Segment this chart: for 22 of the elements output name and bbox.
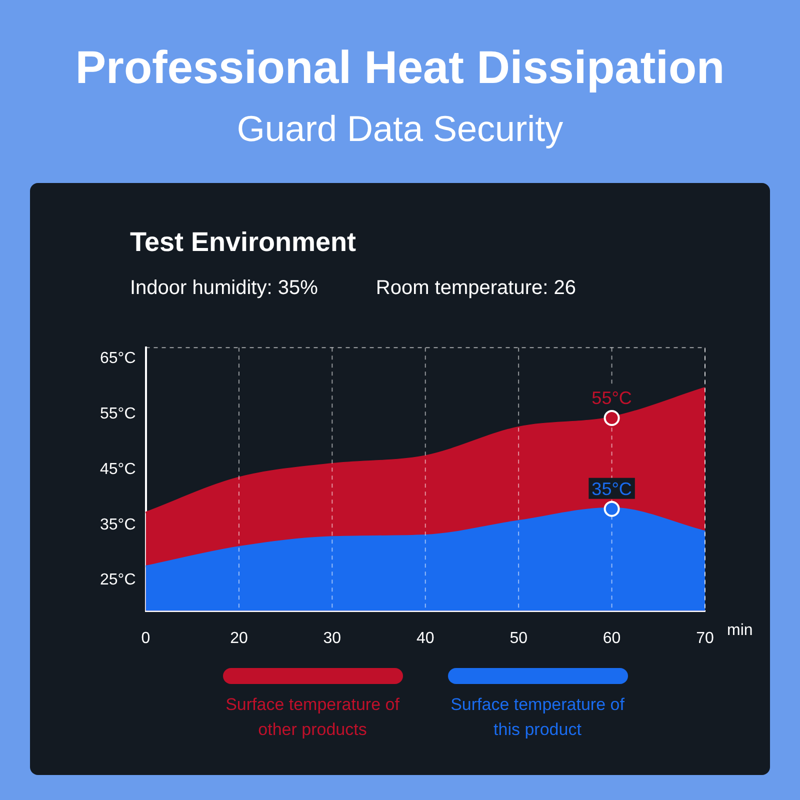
y-tick-label: 25°C <box>100 572 136 589</box>
annotation: 35°C <box>592 478 632 499</box>
x-tick-label: 50 <box>510 630 528 647</box>
chart-subtitle: Guard Data Security <box>236 108 564 150</box>
x-tick-label: 70 <box>696 630 714 647</box>
x-tick-label: 60 <box>602 630 621 647</box>
chart-title: Professional Heat Dissipation <box>74 40 726 94</box>
text: Room temperature: 26 <box>376 277 576 300</box>
x-tick-label: 40 <box>416 630 434 647</box>
x-tick-label: 0 <box>141 630 150 647</box>
text: Test Environment <box>130 227 356 258</box>
y-tick-label: 45°C <box>100 460 136 478</box>
text: Surface temperature of other products <box>224 694 400 741</box>
y-tick-label: 65°C <box>100 350 136 368</box>
x-axis-title: min <box>727 622 753 640</box>
y-tick-label: 55°C <box>100 406 136 422</box>
y-tick-label: 35°C <box>100 516 136 534</box>
annotation: 55°C <box>592 388 632 408</box>
text: Indoor humidity: 35% <box>130 277 318 300</box>
x-tick-label: 20 <box>230 630 248 647</box>
x-tick-label: 30 <box>323 630 342 647</box>
text: Surface temperature of this product <box>450 694 626 741</box>
